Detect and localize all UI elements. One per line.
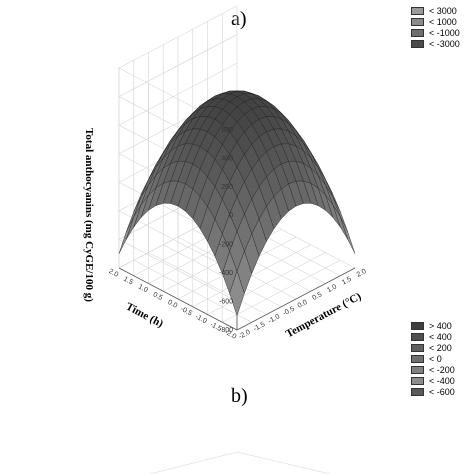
y-tick-label: 2.0 [107,268,119,279]
legend-b-item: < 400 [411,331,455,342]
legend-b-item: < -200 [411,364,455,375]
legend-b-swatch [411,321,424,330]
axis-line [118,267,238,331]
legend-b-label: > 400 [429,320,452,331]
legend-a-swatch [411,39,424,48]
surface-facet [118,216,134,254]
legend-a-item: < -3000 [411,38,460,49]
floor-grid-line [207,252,326,315]
x-axis-title: Temperature (°C) [284,290,364,340]
legend-b-item: < -400 [411,375,455,386]
next-panel-grid [149,451,331,474]
floor-grid-line [192,244,311,308]
z-tick-label: 600 [221,127,233,134]
legend-a-label: < 3000 [429,5,457,16]
wall-grid-line [118,239,238,302]
legend-a-label: < 1000 [429,16,457,27]
x-tick-label: -1.5 [252,321,266,333]
legend-a-swatch [411,6,424,15]
x-tick-label: 1.5 [341,276,353,287]
legend-b-swatch [411,343,424,352]
y-tick-label: 1.0 [137,284,149,295]
legend-a-swatch [411,28,424,37]
y-axis-title: Time (h) [124,301,166,331]
y-tick-label: -1.5 [209,321,223,333]
surface-facet [340,216,356,254]
x-tick-label: 0.5 [311,291,323,302]
z-tick-label: 400 [221,156,233,163]
wall-grid-line [118,5,238,69]
panel-b-label: b) [231,385,248,407]
legend-b-label: < -400 [429,375,455,386]
y-tick-label: 0.0 [166,299,178,310]
legend-a-item: < -1000 [411,27,460,38]
y-tick-label: -0.5 [179,306,193,318]
legend-b-label: < -600 [429,386,455,397]
wall-grid-line [118,34,238,97]
surface-facet [332,204,348,240]
z-tick-label: 0 [229,213,233,220]
wall-grid-line [118,210,238,274]
z-tick-label: -400 [219,270,233,277]
y-tick-label: 1.5 [122,276,134,287]
legend-b-item: < 200 [411,342,455,353]
y-tick-label: -2.0 [223,329,237,341]
y-tick-label: -1.0 [194,313,208,325]
legend-a-item: < 3000 [411,5,460,16]
legend-b: > 400 < 400 < 200 < 0 < -200 < -400 < -600 [411,320,455,397]
x-tick-label: -2.0 [238,329,252,341]
panel-a-label: a) [231,8,247,30]
legend-b-label: < -200 [429,364,455,375]
z-axis-title: Total anthocyanins (mg CyGE/100 g) [83,128,95,302]
z-tick-label: -600 [219,298,233,305]
x-tick-label: 1.0 [326,283,338,294]
legend-a-label: < -1000 [429,27,460,38]
legend-a-swatch [411,17,424,26]
legend-b-swatch [411,365,424,374]
legend-b-label: < 400 [429,331,452,342]
x-tick-label: 2.0 [356,268,368,279]
legend-b-label: < 0 [429,353,442,364]
x-tick-label: -0.5 [282,306,296,318]
x-tick-label: -1.0 [267,313,281,325]
legend-b-item: < 0 [411,353,455,364]
z-tick-label: 200 [221,184,233,191]
legend-b-swatch [411,354,424,363]
legend-b-swatch [411,332,424,341]
z-tick-label: -800 [219,327,233,334]
axis-line [236,267,356,331]
y-tick-label: 0.5 [152,291,164,302]
legend-b-item: > 400 [411,320,455,331]
legend-a-label: < -3000 [429,38,460,49]
wall-grid-line [118,62,238,126]
floor-grid-line [222,259,341,323]
legend-a: < 3000 < 1000 < -1000 < -3000 [411,0,460,49]
surface-facet [229,270,245,317]
legend-b-item: < -600 [411,386,455,397]
legend-b-swatch [411,387,424,396]
z-tick-label: -200 [219,241,233,248]
legend-b-swatch [411,376,424,385]
legend-a-item: < 1000 [411,16,460,27]
x-tick-label: 0.0 [297,299,309,310]
legend-b-label: < 200 [429,342,452,353]
